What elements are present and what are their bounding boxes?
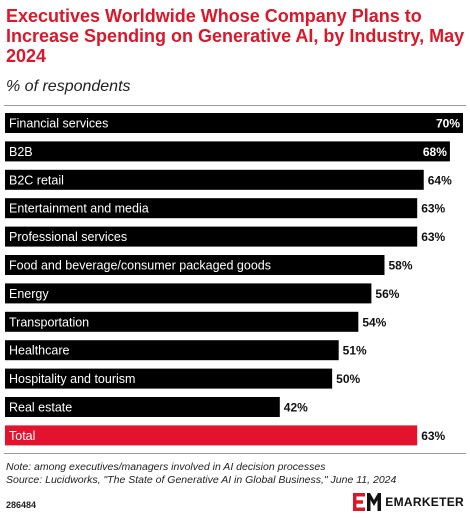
bar <box>5 226 418 247</box>
category-label: B2B <box>9 145 33 159</box>
bar-row-total: Total 63% <box>5 425 446 446</box>
category-label: Real estate <box>9 401 72 415</box>
source-text: Source: Lucidworks, "The State of Genera… <box>6 474 397 486</box>
category-label: Financial services <box>9 117 108 131</box>
value-label: 63% <box>421 202 445 216</box>
em-logo-icon <box>353 493 382 511</box>
category-label: Entertainment and media <box>9 202 149 216</box>
bar-row: Food and beverage/consumer packaged good… <box>5 255 413 275</box>
value-label: 63% <box>421 230 445 244</box>
bar-row: Real estate 42% <box>5 397 308 417</box>
value-label: 68% <box>423 145 447 159</box>
bar <box>5 255 385 275</box>
bar <box>5 425 418 446</box>
category-label: Energy <box>9 287 49 301</box>
category-label: Hospitality and tourism <box>9 372 135 386</box>
bar-row: B2B 68% <box>5 141 450 162</box>
category-label: Professional services <box>9 230 127 244</box>
bar <box>5 198 418 219</box>
emarketer-logo: EMARKETER <box>353 493 464 511</box>
brand-name: EMARKETER <box>385 495 464 509</box>
chart-title: Executives Worldwide Whose Company Plans… <box>6 6 465 66</box>
category-label: Healthcare <box>9 344 69 358</box>
bar-row: B2C retail 64% <box>5 169 452 190</box>
value-label: 56% <box>375 287 399 301</box>
bar <box>5 141 450 162</box>
category-label: Transportation <box>9 315 89 329</box>
bar <box>5 113 463 133</box>
note-text: Note: among executives/managers involved… <box>6 461 326 473</box>
bar <box>5 397 280 417</box>
value-label: 54% <box>362 315 386 329</box>
value-label: 42% <box>284 401 308 415</box>
value-label: 51% <box>343 344 367 358</box>
bar-row: Hospitality and tourism 50% <box>5 368 360 389</box>
bottom-divider <box>4 453 466 454</box>
bar-chart: Financial services 70% B2B 68% B2C retail 64%… <box>5 113 463 446</box>
top-divider <box>4 105 466 106</box>
bar-row: Transportation 54% <box>5 311 387 332</box>
bar-row: Financial services 70% <box>5 113 463 133</box>
value-label: 70% <box>436 117 460 131</box>
category-label: Food and beverage/consumer packaged good… <box>9 259 271 273</box>
value-label: 64% <box>428 173 452 187</box>
bar-row: Entertainment and media 63% <box>5 198 446 219</box>
value-label: 63% <box>421 429 445 443</box>
bar <box>5 340 339 361</box>
bar <box>5 169 424 190</box>
value-label: 50% <box>336 372 360 386</box>
value-label: 58% <box>388 259 412 273</box>
category-label: Total <box>9 429 35 443</box>
bar-row: Energy 56% <box>5 283 400 304</box>
bar <box>5 368 333 389</box>
bar <box>5 311 359 332</box>
bar <box>5 283 372 304</box>
bar-row: Healthcare 51% <box>5 340 367 361</box>
chart-id: 286484 <box>6 500 37 510</box>
category-label: B2C retail <box>9 173 64 187</box>
footnote: Note: among executives/managers involved… <box>6 461 466 487</box>
bar-row: Professional services 63% <box>5 226 446 247</box>
chart-subtitle: % of respondents <box>6 78 131 95</box>
